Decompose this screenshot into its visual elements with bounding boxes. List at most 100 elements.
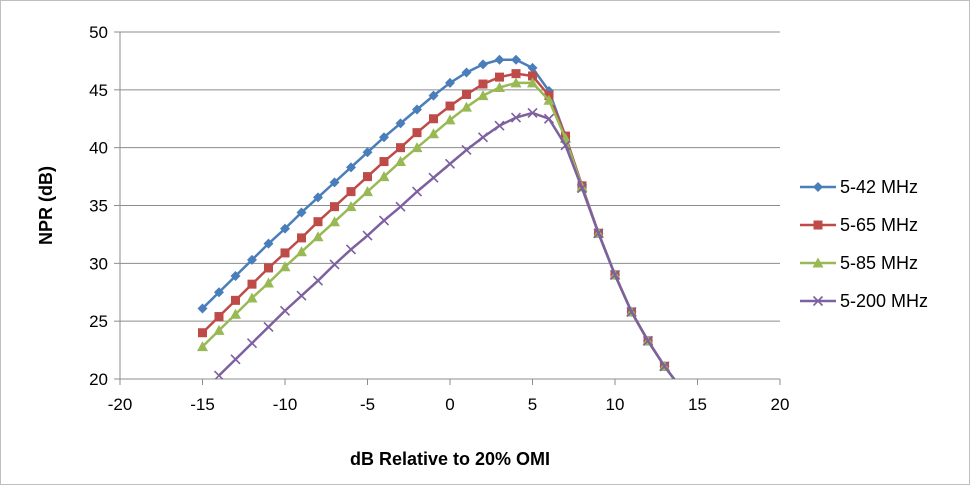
data-point [296,290,307,301]
data-point [411,186,423,197]
series-0 [197,54,686,393]
axes: 20 25 30 35 40 45 50 -20 -15 -10 -5 0 5 10 15 20 [89,23,789,414]
data-point [214,287,224,298]
data-point [445,101,455,111]
data-point [543,94,555,105]
data-point [345,201,357,212]
y-tick-label: 20 [89,370,108,389]
y-tick-label: 40 [89,139,108,158]
series-3 [213,107,676,379]
data-point [246,292,258,303]
data-point [429,114,438,124]
legend-item: 5-200 MHz [800,291,928,311]
data-point [510,112,522,123]
data-point [296,207,307,218]
data-point [312,275,324,286]
x-tick-label: 15 [688,395,707,414]
data-point [412,104,422,115]
y-tick-label: 35 [89,197,108,216]
data-point [462,89,471,99]
data-point [659,361,670,372]
legend-swatch-marker [812,257,824,268]
legend-swatch-marker [812,295,824,307]
data-point [609,269,621,280]
x-axis-title: dB Relative to 20% OMI [350,449,550,469]
data-point [461,101,472,112]
data-point [576,183,588,194]
data-point [362,230,373,241]
data-point [676,383,686,393]
legend-label: 5-200 MHz [840,291,928,311]
data-point [197,303,208,314]
data-point [428,90,439,101]
data-point [396,143,405,153]
data-point [478,79,488,89]
data-point [297,233,306,243]
data-point [527,77,538,88]
data-point [313,192,323,203]
x-tick-label: -20 [108,395,133,414]
data-point [461,67,472,78]
x-tick-label: 20 [771,395,790,414]
y-tick-label: 25 [89,312,108,331]
data-point [461,144,472,156]
data-point [230,354,241,365]
x-tick-label: 0 [445,395,454,414]
data-point [247,254,257,265]
x-tick-label: 5 [528,395,537,414]
data-point [197,341,208,352]
data-point [346,162,356,173]
data-point [494,54,505,65]
data-point [247,279,257,289]
data-point [296,246,307,257]
data-point [279,261,291,272]
data-point [280,248,290,258]
data-point [395,118,406,129]
data-point [264,263,273,273]
series-line [201,72,676,379]
data-point [494,82,505,93]
data-point [363,172,372,182]
data-point [494,120,505,131]
data-point [676,383,687,393]
data-point [543,113,555,124]
data-point [263,277,274,288]
data-point [511,54,521,65]
data-point [560,140,571,151]
data-point [214,312,224,322]
data-point [626,306,637,317]
x-tick-label: 10 [606,395,625,414]
data-point [378,171,390,182]
data-point [527,107,538,119]
data-point [495,72,504,82]
data-point [329,259,340,270]
data-point [345,244,357,255]
data-point [477,132,489,143]
legend-swatch-marker [813,182,823,192]
data-point [527,62,538,73]
data-point [444,158,456,169]
gridlines [120,31,780,322]
data-point [312,231,324,242]
data-point [330,202,339,212]
data-point [379,132,389,143]
series-2 [197,77,687,393]
data-point [395,156,406,167]
data-point [213,370,225,379]
data-point [346,187,356,197]
data-point [362,186,373,197]
data-point [444,114,456,125]
data-point [677,384,686,393]
data-point [642,335,654,346]
data-point [378,215,390,226]
data-point [263,238,274,249]
series-line [201,81,676,379]
legend: 5-42 MHz 5-65 MHz 5-85 MHz 5-200 MHz [800,177,928,311]
legend-item: 5-42 MHz [800,177,918,197]
data-point [428,172,439,183]
y-tick-label: 30 [89,254,108,273]
data-point [263,321,274,333]
data-point [445,77,455,88]
data-point [230,308,241,319]
data-point [511,69,521,79]
